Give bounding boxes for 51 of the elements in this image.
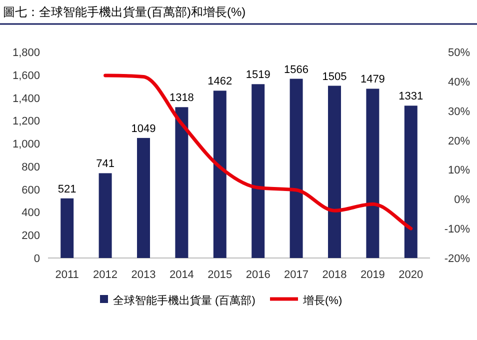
bar bbox=[252, 84, 265, 258]
y-tick-label: 1,400 bbox=[12, 92, 40, 105]
y-tick-label: 800 bbox=[22, 161, 40, 174]
bar bbox=[98, 173, 112, 258]
legend-label: 增長(%) bbox=[302, 295, 342, 307]
bar bbox=[213, 90, 226, 258]
data-label: 1049 bbox=[131, 122, 156, 135]
bar bbox=[366, 88, 380, 258]
bar bbox=[404, 106, 418, 258]
x-tick-label: 2013 bbox=[131, 269, 156, 281]
y2-tick-label: 30% bbox=[448, 106, 470, 118]
bar bbox=[328, 86, 341, 258]
y2-tick-label: 0% bbox=[454, 194, 470, 206]
y-tick-label: 200 bbox=[22, 230, 40, 242]
x-tick-label: 2017 bbox=[284, 269, 309, 281]
x-tick-label: 2012 bbox=[93, 269, 118, 281]
bar bbox=[290, 78, 303, 258]
data-label: 1519 bbox=[246, 69, 270, 82]
y-tick-label: 1,200 bbox=[12, 116, 40, 128]
y2-tick-label: 50% bbox=[448, 47, 470, 59]
y-tick-label: 1,000 bbox=[12, 138, 40, 151]
data-label: 1566 bbox=[284, 64, 309, 76]
y2-tick-label: -20% bbox=[444, 253, 470, 265]
bar bbox=[175, 107, 188, 258]
x-tick-label: 2016 bbox=[246, 269, 270, 281]
bar bbox=[60, 198, 74, 258]
y-tick-label: 1,800 bbox=[12, 47, 40, 59]
y2-tick-label: 20% bbox=[448, 135, 470, 148]
y-tick-label: 600 bbox=[22, 184, 40, 196]
y-tick-label: 400 bbox=[22, 207, 40, 220]
x-tick-label: 2014 bbox=[169, 269, 194, 281]
x-tick-label: 2015 bbox=[208, 269, 232, 281]
y2-tick-label: 10% bbox=[448, 164, 470, 177]
y2-tick-label: 40% bbox=[448, 76, 470, 88]
data-label: 741 bbox=[96, 158, 114, 170]
legend-label: 全球智能手機出貨量 (百萬部) bbox=[113, 294, 256, 307]
title: 圖七：全球智能手機出貨量(百萬部)和增長(%) bbox=[3, 5, 246, 19]
data-label: 1331 bbox=[398, 90, 424, 103]
bar bbox=[137, 138, 150, 258]
data-label: 521 bbox=[58, 183, 76, 196]
y-tick-label: 0 bbox=[34, 253, 40, 265]
data-label: 1462 bbox=[208, 76, 232, 88]
data-label: 1479 bbox=[360, 74, 385, 86]
x-tick-label: 2020 bbox=[398, 269, 424, 281]
data-label: 1505 bbox=[322, 70, 347, 83]
y2-tick-label: -10% bbox=[444, 224, 470, 236]
data-label: 1318 bbox=[169, 92, 194, 104]
y-tick-label: 1,600 bbox=[12, 70, 40, 82]
x-tick-label: 2011 bbox=[55, 269, 79, 281]
x-tick-label: 2019 bbox=[360, 269, 385, 281]
x-tick-label: 2018 bbox=[322, 269, 347, 281]
